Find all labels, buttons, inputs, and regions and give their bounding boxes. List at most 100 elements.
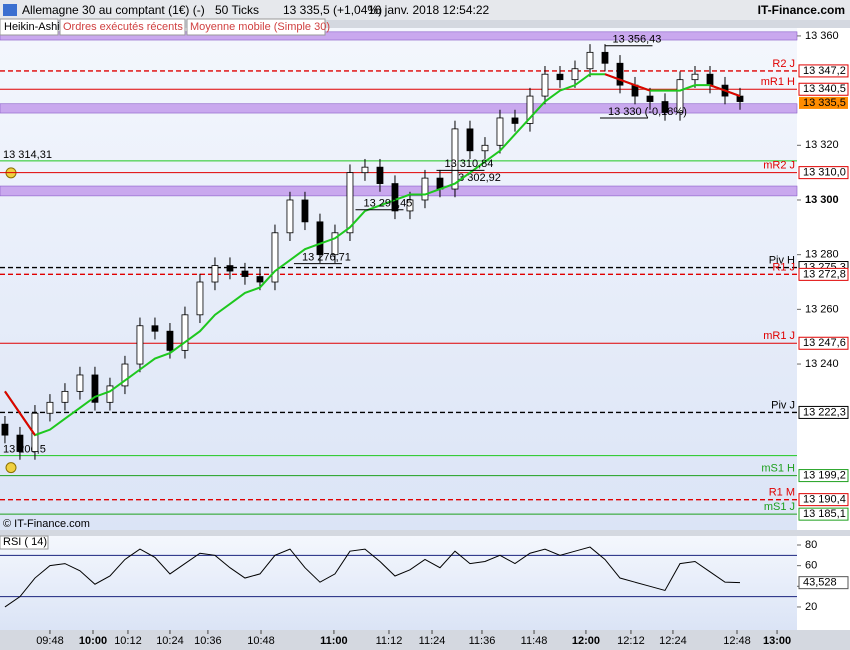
zone-label: 13 302,92	[452, 172, 501, 184]
instrument: Allemagne 30 au comptant (1€) (-)	[22, 3, 205, 17]
rsi-title: RSI ( 14)	[3, 536, 47, 548]
candle-body	[646, 95, 654, 102]
zone	[0, 103, 798, 114]
tab[interactable]	[59, 18, 186, 36]
last-price: 13 335,5	[803, 97, 846, 109]
tab-label[interactable]: Heikin-Ashi	[4, 21, 60, 33]
candle-body	[361, 166, 369, 174]
candle-body	[406, 199, 414, 212]
candle-body	[676, 79, 684, 113]
candle-body	[556, 73, 564, 81]
candle-body	[496, 117, 504, 146]
candle-body	[61, 390, 69, 403]
x-tick-label: 12:00	[572, 635, 600, 647]
tab-label[interactable]: Moyenne mobile (Simple 30)	[190, 21, 330, 33]
level-tag	[798, 405, 849, 419]
level-value: 13 185,1	[803, 508, 846, 520]
x-tick-label: 11:36	[469, 635, 496, 647]
candle-body	[661, 101, 669, 113]
candle-body	[511, 117, 519, 124]
level-value: 13 310,0	[803, 167, 846, 179]
candle-body	[421, 177, 429, 201]
x-tick-label: 10:24	[156, 635, 184, 647]
x-tick-label: 12:12	[617, 635, 645, 647]
candle-body	[706, 73, 714, 86]
candle-body	[106, 385, 114, 403]
tick-mode: 50 Ticks	[215, 3, 259, 17]
level-value: 13 247,6	[803, 337, 846, 349]
candle-body	[76, 374, 84, 392]
candle-body	[91, 374, 99, 403]
level-tag	[798, 469, 849, 483]
rsi-line	[4, 546, 741, 608]
level-name: R2 J	[772, 58, 795, 70]
level-value: 13 199,2	[803, 469, 846, 481]
x-tick-label: 10:36	[194, 635, 222, 647]
candle-body	[136, 325, 144, 365]
y-tick-label: 13 360	[805, 30, 839, 42]
moving-average-down	[634, 84, 651, 92]
level-name: mS1 J	[764, 501, 795, 513]
level-tag	[798, 507, 849, 521]
moving-average-down	[19, 412, 36, 436]
level-tag	[798, 493, 849, 507]
candle-body	[16, 434, 24, 452]
rsi-value: 43,528	[803, 577, 837, 589]
annotation: 13 296,45	[363, 198, 412, 210]
rsi-tick-label: 20	[805, 601, 817, 613]
date: 16 janv. 2018 12:54:22	[368, 3, 490, 17]
moving-average-down	[4, 390, 21, 414]
alert-label: 13 206,5	[3, 444, 46, 456]
x-tick-label: 09:48	[36, 635, 64, 647]
x-tick-label: 13:00	[763, 635, 791, 647]
y-tick-label: 13 280	[805, 249, 839, 261]
x-tick-label: 10:48	[247, 635, 275, 647]
candle-body	[316, 221, 324, 256]
level-name: R1 M	[769, 487, 795, 499]
alert-bell	[5, 462, 17, 474]
level-value: 13 222,3	[803, 406, 846, 418]
candle-body	[616, 62, 624, 86]
annotation: 13 356,43	[612, 34, 661, 46]
candle-body	[451, 128, 459, 190]
candle-body	[466, 128, 474, 152]
last-price-tag	[799, 96, 848, 109]
candle-body	[541, 73, 549, 97]
alert-label: 13 314,31	[3, 149, 52, 161]
candle-body	[736, 95, 744, 102]
moving-average-down	[604, 73, 621, 81]
candle-body	[166, 330, 174, 351]
level-tag	[798, 267, 849, 281]
x-tick-label: 12:24	[659, 635, 687, 647]
candle-body	[346, 172, 354, 234]
candle-body	[601, 51, 609, 64]
moving-average-down	[619, 78, 636, 87]
annotation: 13 330 (-0,18%)	[608, 106, 687, 118]
tab[interactable]	[0, 18, 59, 36]
watermark: © IT-Finance.com	[3, 518, 90, 530]
x-tick-label: 11:12	[376, 635, 403, 647]
candle-body	[121, 363, 129, 387]
level-value: 13 340,5	[803, 83, 846, 95]
rsi-bg	[0, 536, 797, 630]
candle-body	[226, 265, 234, 272]
rsi-tab	[0, 535, 49, 550]
level-name: mR1 H	[761, 76, 795, 88]
x-tick-label: 11:48	[521, 635, 548, 647]
candle-body	[1, 423, 9, 436]
tab-label[interactable]: Ordres exécutés récents	[63, 21, 183, 33]
tab[interactable]	[186, 18, 326, 36]
level-name: mR2 J	[763, 160, 795, 172]
x-tick-label: 11:24	[419, 635, 446, 647]
candle-body	[691, 73, 699, 81]
candle-body	[571, 68, 579, 81]
candle-body	[256, 276, 264, 283]
candle-body	[526, 95, 534, 124]
moving-average-down	[724, 89, 741, 98]
moving-average-down	[709, 84, 726, 92]
candle-body	[301, 199, 309, 223]
rsi-tag	[798, 576, 849, 590]
level-tag	[798, 64, 849, 78]
candle-body	[241, 270, 249, 277]
